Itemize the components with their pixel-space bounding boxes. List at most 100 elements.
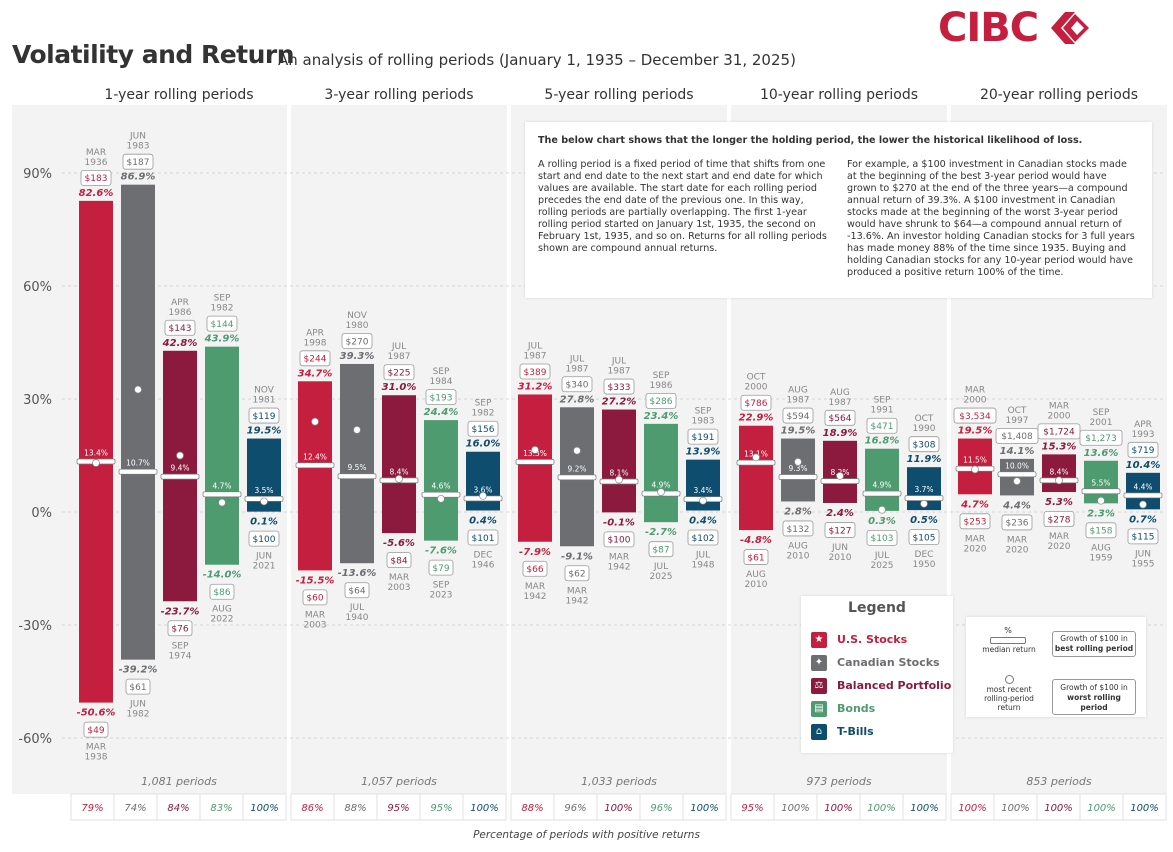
- best-growth-label-box: [519, 363, 551, 380]
- worst-growth-label: $87: [652, 545, 669, 555]
- worst-growth-label-box: [167, 620, 193, 637]
- median-label: 5.5%: [1091, 478, 1110, 487]
- median-label: 9.5%: [347, 463, 366, 472]
- y-tick-label: -60%: [18, 732, 52, 747]
- max-return-label: 24.4%: [424, 407, 459, 418]
- max-month-label: OCT: [747, 373, 766, 383]
- positive-pct-label: 100%: [1044, 803, 1073, 814]
- best-growth-label-box: [782, 407, 814, 424]
- info-heading: The below chart shows that the longer th…: [538, 135, 1083, 146]
- key-recent-marker: [1005, 675, 1014, 684]
- min-return-label: 2.8%: [784, 506, 812, 517]
- max-month-label: JUL: [391, 342, 406, 352]
- positive-pct-cell: [596, 793, 641, 821]
- median-label: 10.0%: [1005, 461, 1029, 470]
- median-marker: [515, 459, 555, 465]
- min-year-label: 1938: [85, 753, 108, 763]
- median-label: 4.4%: [1133, 482, 1152, 491]
- max-year-label: 1982: [472, 409, 495, 419]
- range-bar: [340, 363, 374, 564]
- recent-return-dot: [353, 426, 361, 434]
- median-label: 3.6%: [473, 485, 492, 494]
- median-label: 8.4%: [1049, 467, 1068, 476]
- positive-pct-label: 100%: [958, 803, 987, 814]
- max-month-label: JUL: [527, 341, 542, 351]
- positive-pct-cell: [553, 793, 598, 821]
- min-return-label: 0.5%: [910, 515, 938, 526]
- best-growth-label: $3,534: [959, 412, 991, 422]
- range-bar: [823, 440, 857, 503]
- max-year-label: 1983: [692, 417, 715, 427]
- min-month-label: MAR: [1007, 535, 1027, 545]
- max-return-label: 23.4%: [644, 411, 679, 422]
- range-bar: [602, 409, 636, 513]
- y-tick-label: 90%: [23, 167, 52, 182]
- best-growth-label-box: [122, 153, 154, 170]
- recent-return-dot: [437, 494, 445, 503]
- best-growth-label-box: [299, 350, 331, 367]
- min-month-label: JUL: [874, 551, 889, 561]
- max-year-label: 2000: [964, 396, 987, 406]
- best-growth-label: $119: [253, 412, 276, 422]
- worst-growth-label: $76: [171, 625, 188, 635]
- min-return-label: 0.7%: [1129, 514, 1157, 525]
- positive-pct-label: 100%: [910, 803, 939, 814]
- min-return-label: -39.2%: [119, 665, 158, 676]
- max-return-label: 13.6%: [1084, 448, 1119, 459]
- legend-title: Legend: [848, 600, 906, 616]
- best-growth-label: $786: [745, 399, 768, 409]
- worst-growth-label-box: [386, 552, 412, 568]
- best-growth-label: $564: [829, 414, 852, 424]
- min-month-label: MAR: [86, 743, 106, 753]
- recent-return-dot: [878, 505, 886, 514]
- y-tick-label: 30%: [23, 393, 52, 408]
- best-growth-label-box: [866, 417, 898, 434]
- min-return-label: 0.4%: [689, 515, 717, 526]
- best-growth-label-box: [206, 315, 238, 332]
- min-return-label: 0.3%: [868, 516, 896, 527]
- min-month-label: AUG: [1091, 543, 1111, 553]
- max-month-label: SEP: [874, 396, 891, 406]
- range-bar: [298, 381, 332, 571]
- min-month-label: AUG: [212, 605, 232, 615]
- recent-return-dot: [794, 458, 802, 466]
- max-return-label: 86.9%: [121, 172, 156, 183]
- worst-growth-label: $79: [432, 564, 449, 574]
- positive-pct-cell: [730, 793, 775, 821]
- key-best-line1: Growth of $100 in: [1060, 634, 1128, 643]
- median-label: 4.6%: [431, 482, 450, 491]
- worst-growth-label-box: [428, 559, 454, 576]
- min-return-label: -4.8%: [740, 535, 772, 546]
- worst-growth-label: $127: [829, 526, 852, 536]
- range-bar: [121, 184, 155, 660]
- positive-pct-label: 100%: [1001, 803, 1030, 814]
- recent-return-dot: [971, 465, 979, 474]
- max-month-label: SEP: [433, 367, 450, 377]
- min-return-label: -15.5%: [296, 575, 335, 586]
- max-year-label: 1993: [1132, 430, 1155, 440]
- min-year-label: 1946: [472, 560, 495, 570]
- min-year-label: 2022: [211, 615, 234, 625]
- min-return-label: 4.7%: [960, 499, 989, 510]
- recent-return-dot: [395, 475, 403, 483]
- median-marker: [557, 474, 597, 481]
- min-year-label: 2023: [430, 591, 453, 601]
- median-marker: [862, 490, 902, 497]
- min-month-label: MAR: [965, 534, 985, 544]
- best-growth-label: $719: [1132, 446, 1155, 456]
- positive-pct-cell: [816, 793, 861, 821]
- positive-pct-label: 100%: [1087, 803, 1116, 814]
- legend-label: Balanced Portfolio: [837, 679, 952, 692]
- page-subtitle: An analysis of rolling periods (January …: [278, 51, 796, 69]
- key-worst-box: Growth of $100 in worst rolling period: [1052, 679, 1136, 715]
- best-growth-label-box: [561, 376, 593, 393]
- worst-growth-label: $253: [964, 518, 987, 528]
- min-year-label: 1950: [913, 560, 936, 570]
- max-month-label: SEP: [475, 399, 492, 409]
- range-bar: [644, 423, 678, 523]
- max-return-label: 19.5%: [247, 426, 282, 437]
- positive-pct-label: 100%: [690, 803, 719, 814]
- positive-pct-cell: [199, 793, 244, 821]
- recent-return-dot: [218, 498, 226, 507]
- positive-pct-cell: [682, 793, 727, 821]
